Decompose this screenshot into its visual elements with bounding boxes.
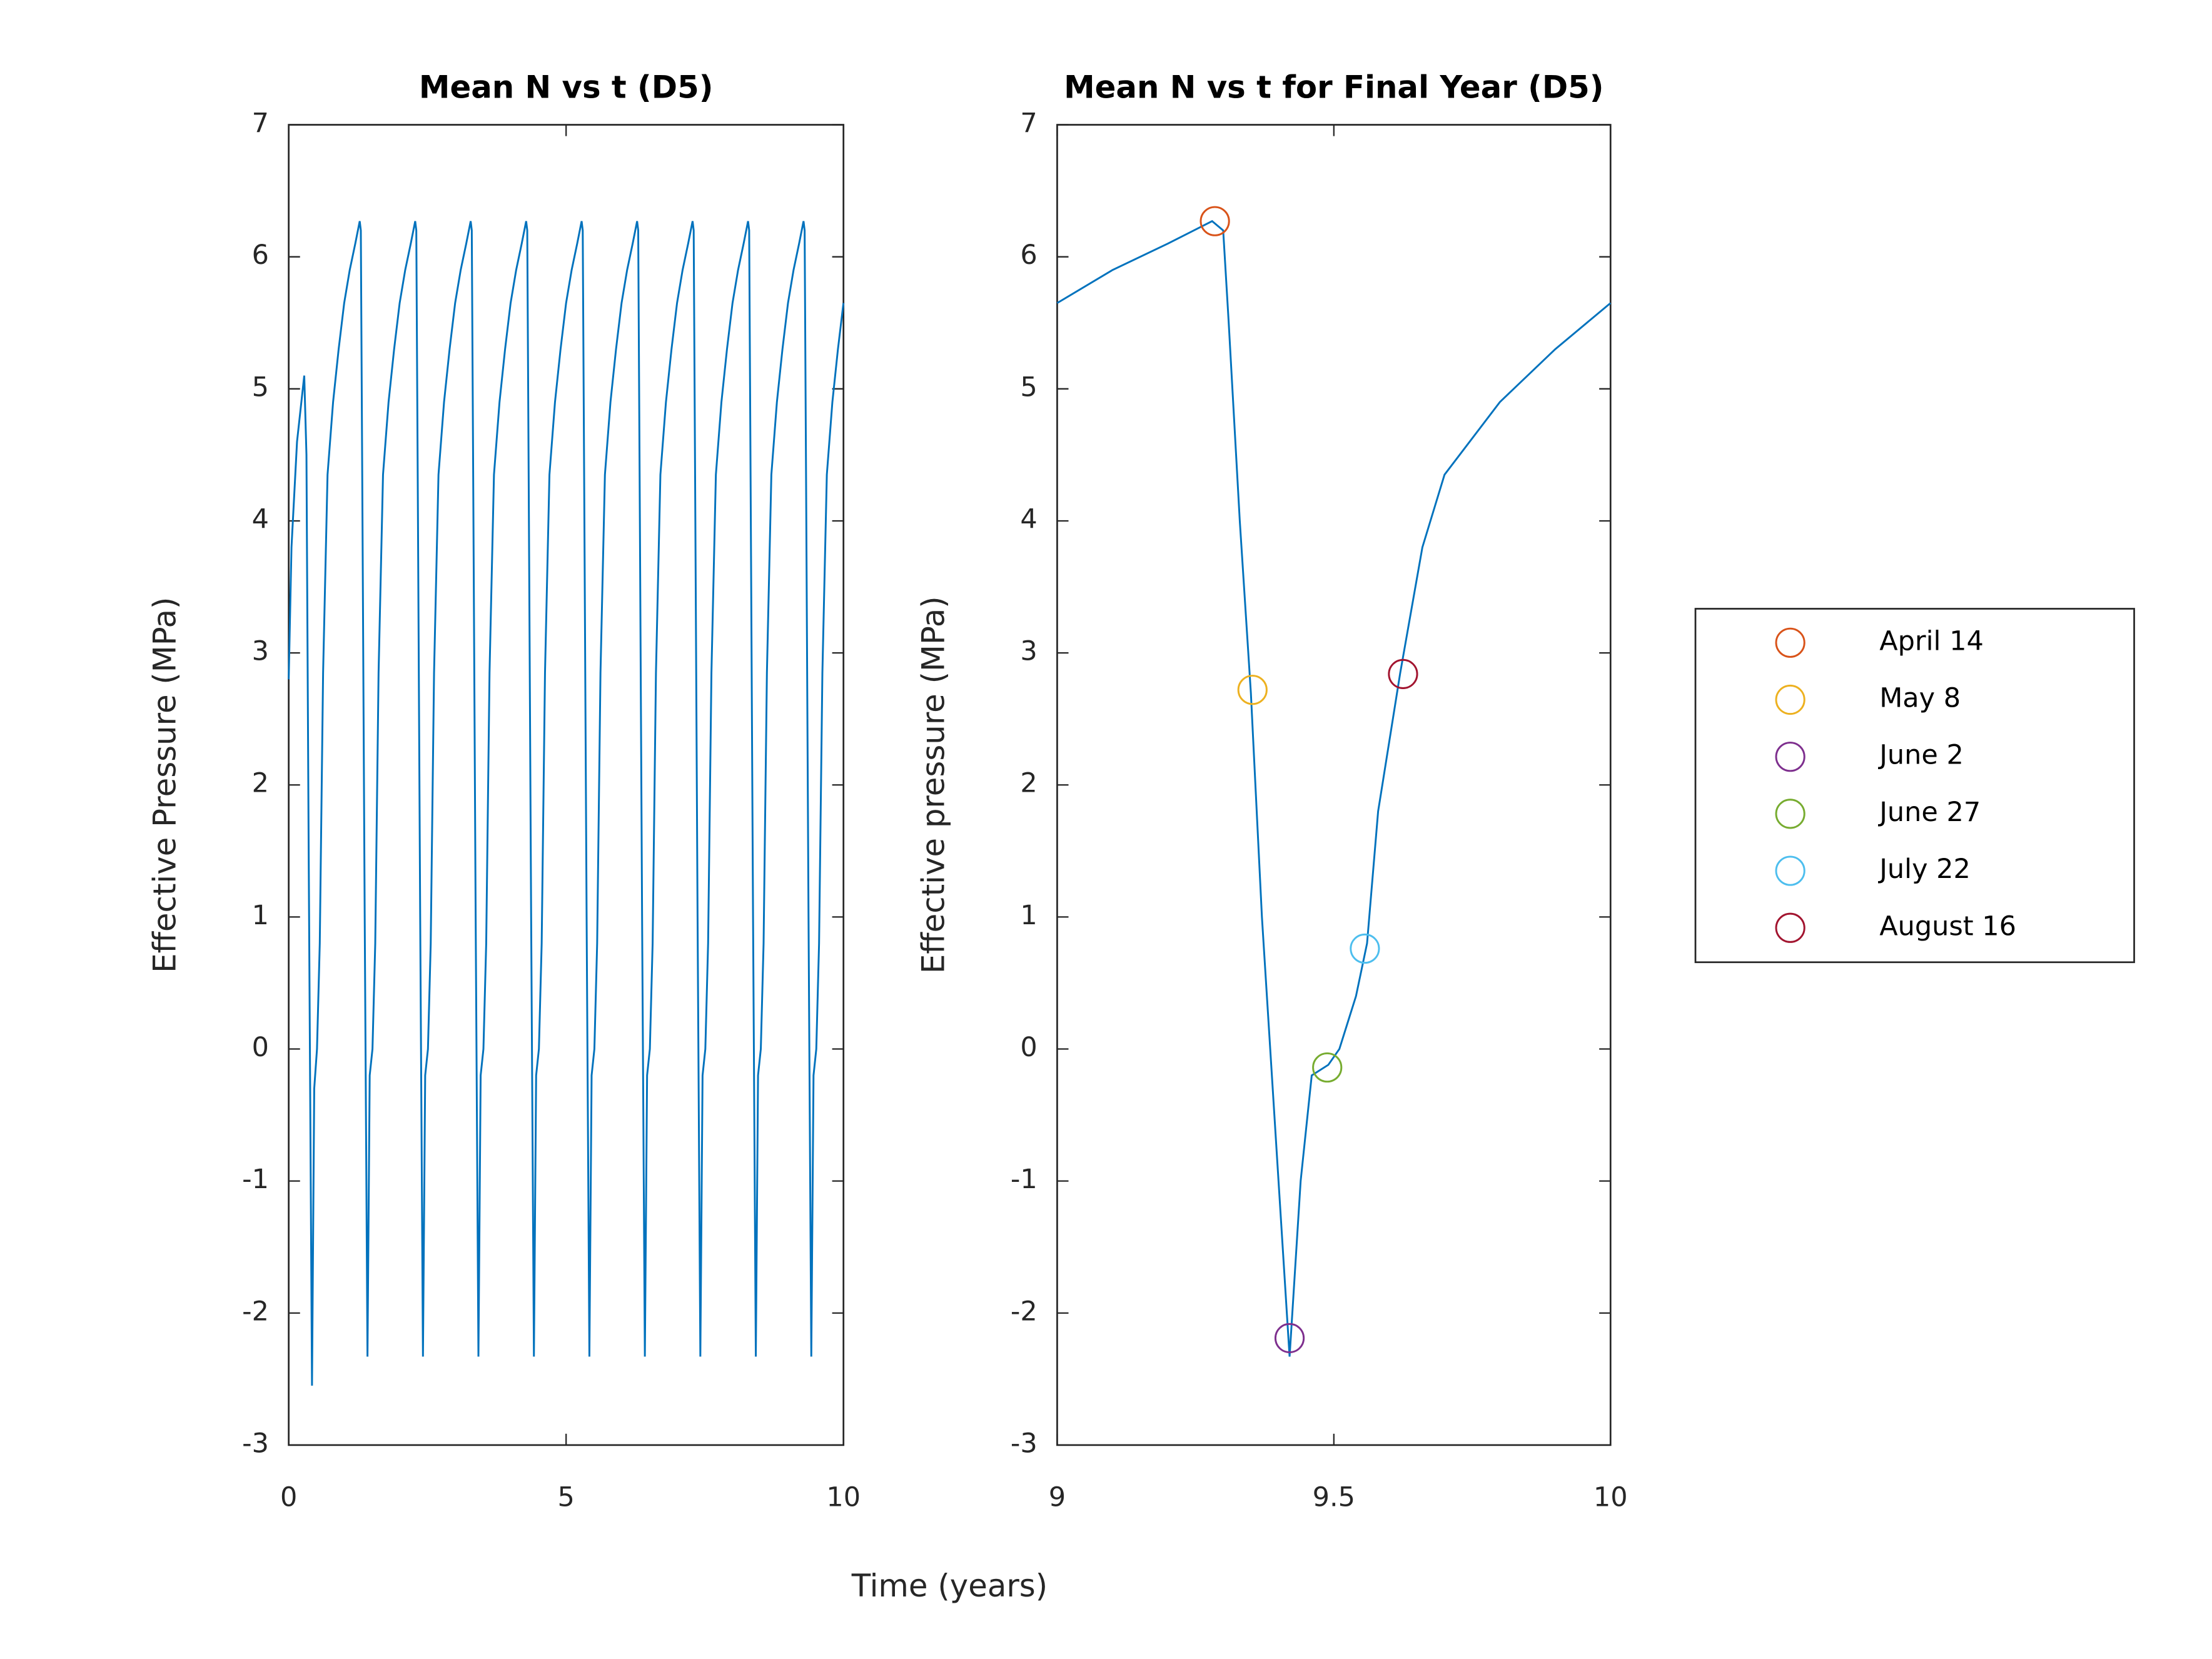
y-tick-label: -1 bbox=[1011, 1164, 1038, 1195]
y-tick-label: 5 bbox=[1020, 371, 1037, 403]
x-tick-label: 9 bbox=[1049, 1481, 1066, 1513]
y-tick-label: 0 bbox=[1020, 1032, 1037, 1063]
x-tick-label: 9.5 bbox=[1313, 1481, 1355, 1513]
y-tick-label: 7 bbox=[252, 108, 269, 139]
legend-marker bbox=[1775, 912, 1805, 943]
data-point bbox=[1312, 1052, 1343, 1083]
data-line bbox=[288, 221, 845, 1386]
legend-label: June 2 bbox=[1877, 740, 1964, 771]
y-tick-label: 5 bbox=[252, 371, 269, 403]
x-tick-label: 5 bbox=[558, 1481, 575, 1513]
x-tick-label: 0 bbox=[280, 1481, 297, 1513]
legend-label: August 16 bbox=[1879, 910, 2016, 942]
y-tick-label: -1 bbox=[242, 1164, 269, 1195]
legend-label: May 8 bbox=[1879, 682, 1961, 714]
legend-marker bbox=[1775, 627, 1805, 658]
legend-box bbox=[1694, 608, 2135, 964]
data-point bbox=[1350, 933, 1380, 964]
data-point bbox=[1274, 1323, 1305, 1353]
y-tick-label: 4 bbox=[1020, 503, 1037, 535]
y-tick-label: 3 bbox=[252, 636, 269, 667]
y-tick-label: 6 bbox=[252, 240, 269, 271]
y-tick-label: 3 bbox=[1020, 636, 1037, 667]
y-tick-label: 1 bbox=[1020, 900, 1037, 931]
plot-area bbox=[288, 124, 845, 1446]
y-tick-label: 6 bbox=[1020, 240, 1037, 271]
x-tick-label: 10 bbox=[826, 1481, 861, 1513]
legend-marker bbox=[1775, 799, 1805, 829]
legend-label: April 14 bbox=[1879, 625, 1984, 657]
y-tick-label: -3 bbox=[242, 1428, 269, 1459]
y-tick-label: 2 bbox=[252, 768, 269, 799]
data-point bbox=[1199, 206, 1230, 236]
data-point bbox=[1237, 675, 1268, 705]
legend-marker bbox=[1775, 684, 1805, 715]
y-tick-label: -2 bbox=[1011, 1296, 1038, 1327]
y-tick-label: -3 bbox=[1011, 1428, 1038, 1459]
y-axis-label: Effective Pressure (MPa) bbox=[147, 597, 183, 973]
chart-title: Mean N vs t (D5) bbox=[419, 69, 714, 105]
y-tick-label: 0 bbox=[252, 1032, 269, 1063]
x-tick-label: 10 bbox=[1593, 1481, 1628, 1513]
legend-label: June 27 bbox=[1877, 797, 1981, 828]
data-point bbox=[1388, 658, 1418, 689]
legend-marker bbox=[1775, 742, 1805, 772]
legend-marker bbox=[1775, 855, 1805, 886]
y-tick-label: 7 bbox=[1020, 108, 1037, 139]
data-line bbox=[1056, 219, 1612, 1357]
y-tick-label: -2 bbox=[242, 1296, 269, 1327]
x-axis-label: Time (years) bbox=[851, 1568, 1048, 1604]
chart-title: Mean N vs t for Final Year (D5) bbox=[1064, 69, 1603, 105]
y-tick-label: 2 bbox=[1020, 768, 1037, 799]
plot-area bbox=[1056, 124, 1612, 1446]
legend-label: July 22 bbox=[1877, 854, 1971, 885]
y-tick-label: 4 bbox=[252, 503, 269, 535]
y-tick-label: 1 bbox=[252, 900, 269, 931]
y-axis-label: Effective pressure (MPa) bbox=[915, 596, 951, 974]
